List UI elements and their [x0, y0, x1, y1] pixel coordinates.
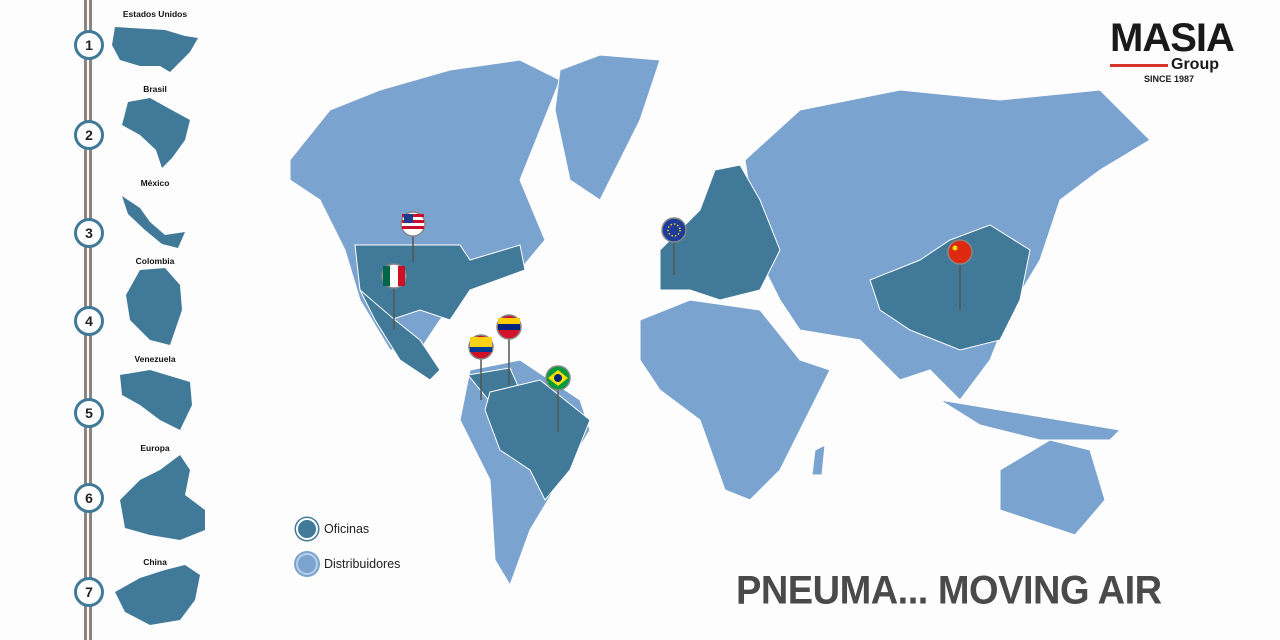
usa-flag-pin: [400, 211, 426, 237]
location-number-2: 2: [74, 120, 104, 150]
office-dot-icon: [296, 518, 318, 540]
location-number-4: 4: [74, 306, 104, 336]
africa-region: [639, 299, 831, 501]
location-label-usa: Estados Unidos: [122, 9, 188, 19]
china-region: [869, 224, 1031, 351]
china-flag-pin: [947, 239, 973, 265]
colombia-silhouette: [126, 268, 182, 345]
logo-since: SINCE 1987: [1144, 74, 1195, 84]
location-number-6: 6: [74, 483, 104, 513]
mexico-flag-pin: [381, 263, 407, 289]
legend-offices-label: Oficinas: [324, 522, 370, 536]
indonesia-region: [939, 399, 1122, 441]
mexico-silhouette: [122, 196, 185, 248]
colombia-flag-pin: [468, 334, 494, 360]
brazil-flag-pin: [545, 365, 571, 391]
china-silhouette: [115, 565, 200, 625]
usa-silhouette: [112, 27, 198, 72]
venezuela-flag-pin: [496, 314, 522, 340]
location-label-brazil: Brasil: [143, 84, 167, 94]
location-number-5: 5: [74, 398, 104, 428]
venezuela-silhouette: [120, 370, 192, 430]
location-label-colombia: Colombia: [135, 256, 175, 266]
logo-accent-line: [1110, 63, 1168, 67]
eu-flag-pin: [661, 217, 687, 243]
location-number-1: 1: [74, 30, 104, 60]
logo-sub: Group: [1171, 56, 1219, 73]
location-label-europe: Europa: [140, 443, 170, 453]
location-label-mexico: México: [140, 178, 170, 188]
logo-name: MASIA: [1110, 16, 1235, 60]
europe-silhouette: [120, 455, 205, 540]
distributor-dot-icon: [296, 553, 318, 575]
europe-region: [659, 164, 781, 301]
location-number-3: 3: [74, 218, 104, 248]
legend-distributors-label: Distribuidores: [324, 557, 401, 571]
mexico-region: [359, 289, 441, 381]
madagascar-region: [811, 444, 826, 476]
greenland-region: [554, 54, 661, 201]
legend-distributors: Distribuidores: [296, 553, 400, 575]
location-number-7: 7: [74, 577, 104, 607]
legend-offices: Oficinas: [296, 518, 369, 540]
location-label-china: China: [143, 557, 167, 567]
brazil-region: [484, 379, 591, 501]
masia-group-logo: MASIA Group SINCE 1987: [1110, 18, 1245, 84]
location-label-venezuela: Venezuela: [134, 354, 176, 364]
australia-region: [999, 439, 1106, 536]
tagline: PNEUMA... MOVING AIR: [736, 568, 1162, 614]
brazil-silhouette: [122, 98, 190, 168]
